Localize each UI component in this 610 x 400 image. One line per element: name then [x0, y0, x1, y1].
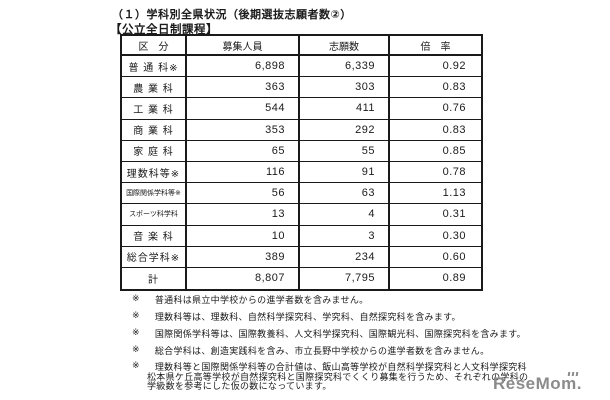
row-label: スポーツ科学科: [122, 204, 187, 225]
table-row: 理数科等※ 116 91 0.78: [122, 161, 481, 184]
row-label: 国際関係学科等※: [122, 183, 187, 204]
row-label: 総合学科※: [122, 246, 187, 267]
table-row: 工 業 科 544 411 0.76: [122, 98, 481, 120]
row-applicants: 4: [300, 204, 390, 225]
page-title: （１）学科別全県状況（後期選抜志願者数②）: [112, 9, 352, 21]
row-ratio: 0.83: [442, 81, 466, 94]
row-label: 計: [122, 267, 187, 290]
row-recruit: 116: [187, 161, 300, 183]
table-row: 音 楽 科 10 3 0.30: [122, 225, 481, 247]
row-recruit: 6,898: [187, 56, 300, 77]
footnote-2: ※ 理数科等は、理数科、自然科学探究科、学究科、自然探究科を含みます。: [132, 310, 461, 323]
row-applicants: 91: [300, 161, 390, 183]
page-subtitle: 【公立全日制課程】: [110, 24, 218, 36]
table-row: スポーツ科学科 13 4 0.31: [122, 204, 481, 226]
row-ratio: 0.92: [442, 60, 466, 73]
row-recruit: 363: [187, 77, 300, 98]
footnote-mark: ※: [132, 344, 140, 354]
footnote-mark: ※: [132, 293, 140, 303]
row-ratio: 0.60: [442, 250, 466, 263]
row-applicants: 411: [300, 98, 390, 119]
row-applicants: 292: [300, 119, 390, 140]
table-row: 農 業 科 363 303 0.83: [122, 77, 481, 99]
footnote-mark: ※: [132, 360, 140, 370]
footnote-mark: ※: [132, 310, 140, 320]
row-ratio: 1.13: [442, 187, 466, 200]
row-label: 農 業 科: [122, 77, 187, 98]
header-ratio: 倍 率: [420, 41, 451, 53]
table-row: 商 業 科 353 292 0.83: [122, 119, 481, 141]
footnote-text: 総合学科は、創造実践科を含み、市立長野中学校からの進学者数を含みません。: [154, 346, 490, 356]
row-recruit: 8,807: [187, 267, 300, 290]
row-label: 普 通 科※: [122, 56, 187, 77]
footnote-5-line-1: ※ 理数科等と国際関係学科等の合計値は、飯山高等学校が自然科学探究科と人文科学探…: [132, 360, 527, 373]
footnote-5-line-3: 学級数を参考にした仮の数になっています。: [147, 381, 332, 391]
header-applicants: 志願数: [300, 36, 390, 54]
row-label: 商 業 科: [122, 119, 187, 140]
row-ratio: 0.85: [442, 144, 466, 157]
row-recruit: 56: [187, 183, 300, 204]
footnote-text: 普通科は県立中学校からの進学者数を含みません。: [154, 295, 369, 305]
row-recruit: 353: [187, 119, 300, 140]
row-ratio: 0.31: [442, 208, 466, 221]
footnote-3: ※ 国際関係学科等は、国際教養科、人文科学探究科、国際観光科、国際探究科を含みま…: [132, 327, 526, 340]
row-label: 工 業 科: [122, 98, 187, 119]
table-row: 普 通 科※ 6,898 6,339 0.92: [122, 56, 481, 78]
row-applicants: 3: [300, 225, 390, 246]
row-applicants: 55: [300, 140, 390, 161]
row-applicants: 234: [300, 246, 390, 267]
header-category: 区 分: [122, 36, 187, 54]
table-row: 家 庭 科 65 55 0.85: [122, 140, 481, 162]
row-ratio: 0.30: [442, 229, 466, 242]
row-recruit: 10: [187, 225, 300, 246]
row-recruit: 13: [187, 204, 300, 225]
row-recruit: 544: [187, 98, 300, 119]
row-ratio: 0.89: [442, 272, 466, 285]
row-label: 音 楽 科: [122, 225, 187, 246]
table-header-row: 区 分 募集人員 志願数 倍 率: [122, 36, 481, 56]
footnote-text: 理数科等は、理数科、自然科学探究科、学究科、自然探究科を含みます。: [154, 312, 461, 322]
footnote-text: 国際関係学科等は、国際教養科、人文科学探究科、国際観光科、国際探究科を含みます。: [154, 329, 526, 339]
header-recruit: 募集人員: [187, 36, 300, 54]
row-ratio: 0.76: [442, 102, 466, 115]
table-total-row: 計 8,807 7,795 0.89: [122, 267, 481, 290]
footnote-mark: ※: [132, 327, 140, 337]
footnote-5-line-2: 松本県ケ丘高等学校が自然探究科と国際探究科でくくり募集を行うため、それぞれの学科…: [147, 371, 529, 382]
row-applicants: 63: [300, 183, 390, 204]
row-label: 理数科等※: [122, 161, 187, 183]
row-applicants: 7,795: [300, 267, 390, 290]
row-ratio: 0.78: [442, 166, 466, 179]
table-row: 総合学科※ 389 234 0.60: [122, 246, 481, 268]
resemom-logo: ReseMom.: [493, 374, 583, 393]
footnote-1: ※ 普通科は県立中学校からの進学者数を含みません。: [132, 293, 368, 306]
table-row: 国際関係学科等※ 56 63 1.13: [122, 183, 481, 205]
row-recruit: 389: [187, 246, 300, 267]
footnote-4: ※ 総合学科は、創造実践科を含み、市立長野中学校からの進学者数を含みません。: [132, 344, 489, 357]
footnote-text: 理数科等と国際関係学科等の合計値は、飯山高等学校が自然科学探究科と人文科学探究科: [154, 362, 527, 372]
row-ratio: 0.83: [442, 123, 466, 136]
row-recruit: 65: [187, 140, 300, 161]
statistics-table: 区 分 募集人員 志願数 倍 率 普 通 科※ 6,898 6,339 0.92…: [120, 34, 483, 292]
row-label: 家 庭 科: [122, 140, 187, 161]
row-applicants: 303: [300, 77, 390, 98]
row-applicants: 6,339: [300, 56, 390, 77]
resemom-logo-dots: [567, 372, 579, 376]
